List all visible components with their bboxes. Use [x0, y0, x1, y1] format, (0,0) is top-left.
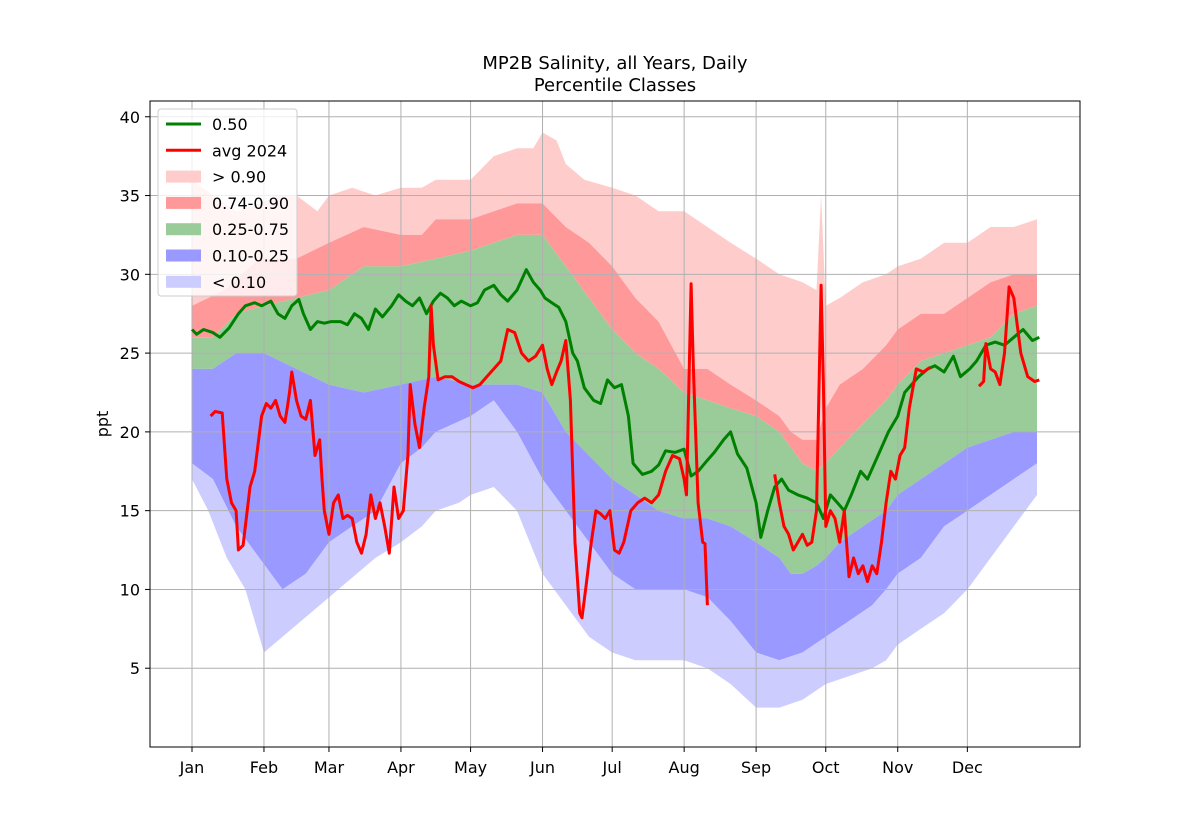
y-tick-label: 20	[120, 423, 140, 442]
plot-frame	[149, 100, 1081, 748]
y-tick-label: 10	[120, 580, 140, 599]
x-tick-label: Jan	[179, 758, 205, 777]
x-tick-label: Sep	[741, 758, 771, 777]
legend-label: avg 2024	[212, 141, 287, 160]
legend-label: < 0.10	[212, 273, 266, 292]
chart-subtitle: Percentile Classes	[534, 75, 696, 96]
y-tick-label: 15	[120, 502, 140, 521]
x-tick-label: Jun	[529, 758, 555, 777]
legend-swatch	[166, 275, 201, 288]
legend-label: 0.50	[212, 115, 248, 134]
legend-swatch	[166, 196, 201, 209]
legend: 0.50 avg 2024 > 0.90 0.74-0.90 0.25-0.75 0.10…	[157, 108, 298, 297]
x-axis: Jan Feb Mar Apr May Jun Jul Aug Sep Oct Nov Dec	[179, 747, 983, 777]
legend-swatch	[166, 249, 201, 262]
series-lines	[190, 268, 1040, 620]
legend-swatch	[166, 170, 201, 183]
x-tick-label: Apr	[387, 758, 415, 777]
x-tick-label: Oct	[812, 758, 840, 777]
series-line-0	[190, 268, 1040, 539]
chart-title: MP2B Salinity, all Years, Daily	[482, 53, 748, 74]
legend-label: 0.74-0.90	[212, 194, 289, 213]
series-line-2	[773, 283, 932, 584]
x-tick-label: Nov	[882, 758, 913, 777]
x-tick-label: Feb	[250, 758, 278, 777]
y-axis-label: ppt	[93, 411, 112, 438]
x-tick-label: May	[454, 758, 487, 777]
x-tick-label: Dec	[952, 758, 983, 777]
legend-label: > 0.90	[212, 168, 266, 187]
series-line-3	[977, 285, 1040, 388]
legend-label: 0.25-0.75	[212, 220, 289, 239]
y-axis: 5 10 15 20 25 30 35 40	[120, 108, 150, 678]
legend-swatch	[166, 223, 201, 236]
y-tick-label: 25	[120, 344, 140, 363]
legend-label: 0.10-0.25	[212, 247, 289, 266]
x-tick-label: Jul	[602, 758, 622, 777]
legend-box	[157, 108, 298, 297]
y-tick-label: 5	[130, 659, 140, 678]
x-tick-label: Aug	[669, 758, 700, 777]
x-tick-label: Mar	[314, 758, 345, 777]
band-4	[192, 400, 1037, 708]
series-line-1	[209, 282, 709, 620]
y-tick-label: 35	[120, 187, 140, 206]
grid-lines	[150, 101, 1080, 747]
y-tick-label: 40	[120, 108, 140, 127]
y-tick-label: 30	[120, 265, 140, 284]
